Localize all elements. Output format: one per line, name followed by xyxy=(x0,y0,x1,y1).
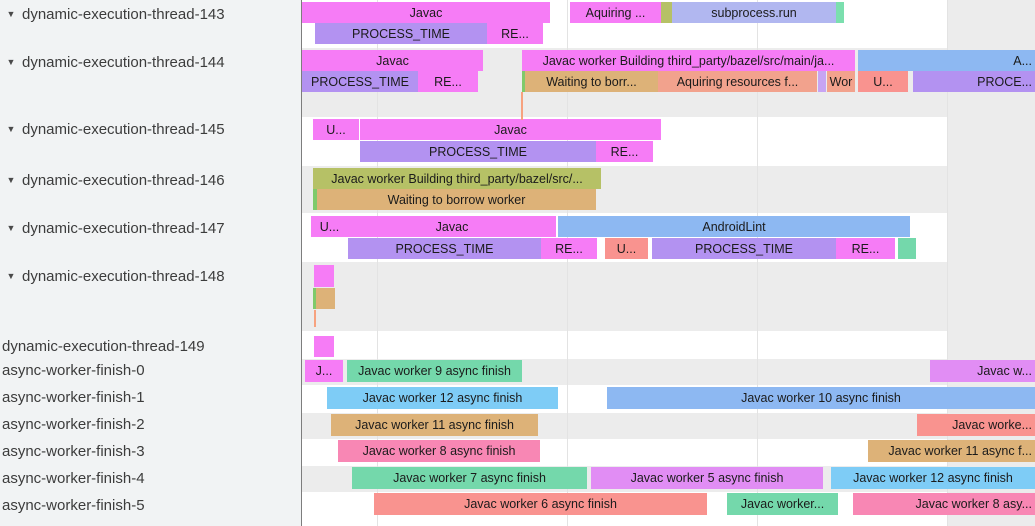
track-label: async-worker-finish-1 xyxy=(2,388,145,406)
slice-bar[interactable]: Javac xyxy=(360,119,661,140)
slice-bar[interactable]: Javac worker 12 async finish xyxy=(831,467,1035,489)
slice-bar-sliver[interactable] xyxy=(314,336,334,357)
track-row-dynamic-execution-thread-149[interactable]: dynamic-execution-thread-149 xyxy=(0,336,301,356)
track-label: dynamic-execution-thread-143 xyxy=(22,5,225,23)
slice-bar[interactable]: PROCESS_TIME xyxy=(652,238,836,259)
slice-bar[interactable]: PROCESS_TIME xyxy=(360,141,596,162)
slice-bar[interactable]: PROCESS_TIME xyxy=(302,71,418,92)
track-label: dynamic-execution-thread-144 xyxy=(22,53,225,71)
slice-bar[interactable]: Javac worker Building third_party/bazel/… xyxy=(522,50,855,71)
slice-bar[interactable]: Javac worker 8 async finish xyxy=(338,440,540,462)
slice-bar-sliver[interactable] xyxy=(661,2,672,23)
slice-bar[interactable]: Javac worke... xyxy=(917,414,1035,436)
slice-bar[interactable]: Waiting to borr... xyxy=(525,71,658,92)
gridline xyxy=(757,0,758,526)
slice-bar[interactable]: Javac worker 10 async finish xyxy=(607,387,1035,409)
collapse-arrow-icon: ▼ xyxy=(6,271,16,281)
track-label: dynamic-execution-thread-147 xyxy=(22,219,225,237)
slice-bar[interactable]: Javac w... xyxy=(930,360,1035,382)
slice-bar-sliver[interactable] xyxy=(818,71,826,92)
slice-bar-sliver[interactable] xyxy=(898,238,916,259)
collapse-arrow-icon: ▼ xyxy=(6,9,16,19)
slice-bar[interactable]: U... xyxy=(311,216,348,237)
track-label: async-worker-finish-0 xyxy=(2,361,145,379)
gridline xyxy=(567,0,568,526)
slice-bar[interactable]: Javac xyxy=(348,216,556,237)
slice-bar[interactable]: Aquiring resources f... xyxy=(658,71,817,92)
collapse-arrow-icon: ▼ xyxy=(6,223,16,233)
track-label: async-worker-finish-5 xyxy=(2,496,145,514)
slice-bar[interactable]: Javac worker 5 async finish xyxy=(591,467,823,489)
slice-bar[interactable]: A... xyxy=(858,50,1035,71)
instant-event-tick[interactable] xyxy=(521,92,523,120)
slice-bar[interactable]: U... xyxy=(313,119,359,140)
track-row-dynamic-execution-thread-146[interactable]: ▼ dynamic-execution-thread-146 xyxy=(0,170,301,190)
slice-bar[interactable]: Javac worker Building third_party/bazel/… xyxy=(313,168,601,189)
slice-bar[interactable]: Javac worker 11 async f... xyxy=(868,440,1035,462)
slice-bar[interactable]: Javac worker 12 async finish xyxy=(327,387,558,409)
track-row-dynamic-execution-thread-143[interactable]: ▼ dynamic-execution-thread-143 xyxy=(0,4,301,24)
slice-bar[interactable]: J... xyxy=(305,360,343,382)
slice-bar[interactable]: RE... xyxy=(836,238,895,259)
slice-bar-sliver[interactable] xyxy=(836,2,844,23)
slice-bar[interactable]: Wor xyxy=(827,71,855,92)
track-label: dynamic-execution-thread-146 xyxy=(22,171,225,189)
track-row-async-worker-finish-5[interactable]: async-worker-finish-5 xyxy=(0,495,301,515)
slice-bar[interactable]: RE... xyxy=(541,238,597,259)
slice-bar[interactable]: RE... xyxy=(418,71,478,92)
track-label: dynamic-execution-thread-149 xyxy=(2,337,205,355)
track-label: async-worker-finish-4 xyxy=(2,469,145,487)
track-row-async-worker-finish-0[interactable]: async-worker-finish-0 xyxy=(0,360,301,380)
slice-bar-sliver[interactable] xyxy=(314,265,334,287)
track-row-dynamic-execution-thread-145[interactable]: ▼ dynamic-execution-thread-145 xyxy=(0,119,301,139)
collapse-arrow-icon: ▼ xyxy=(6,57,16,67)
slice-bar[interactable]: AndroidLint xyxy=(558,216,910,237)
collapse-arrow-icon: ▼ xyxy=(6,175,16,185)
slice-bar[interactable]: Javac worker 9 async finish xyxy=(347,360,522,382)
slice-bar[interactable]: Javac worker 8 asy... xyxy=(853,493,1035,515)
instant-event-tick[interactable] xyxy=(314,310,316,327)
slice-bar[interactable]: U... xyxy=(605,238,648,259)
track-row-dynamic-execution-thread-148[interactable]: ▼ dynamic-execution-thread-148 xyxy=(0,266,301,286)
slice-bar-sliver[interactable] xyxy=(313,189,319,210)
track-row-async-worker-finish-2[interactable]: async-worker-finish-2 xyxy=(0,414,301,434)
slice-bar[interactable]: RE... xyxy=(596,141,653,162)
slice-bar[interactable]: subprocess.run xyxy=(672,2,836,23)
track-row-dynamic-execution-thread-147[interactable]: ▼ dynamic-execution-thread-147 xyxy=(0,218,301,238)
track-name-panel: ▼ dynamic-execution-thread-143 ▼ dynamic-ex… xyxy=(0,0,302,526)
gridline xyxy=(377,0,378,526)
slice-bar[interactable]: Waiting to borrow worker xyxy=(317,189,596,210)
slice-bar[interactable]: PROCESS_TIME xyxy=(348,238,541,259)
slice-bar[interactable]: Javac worker 11 async finish xyxy=(331,414,538,436)
track-label: dynamic-execution-thread-145 xyxy=(22,120,225,138)
slice-bar[interactable]: RE... xyxy=(487,23,543,44)
slice-bar[interactable]: PROCESS_TIME xyxy=(315,23,487,44)
slice-bar[interactable]: U... xyxy=(858,71,908,92)
track-row-async-worker-finish-4[interactable]: async-worker-finish-4 xyxy=(0,468,301,488)
slice-bar[interactable]: Aquiring ... xyxy=(570,2,661,23)
track-label: dynamic-execution-thread-148 xyxy=(22,267,225,285)
slice-bar[interactable]: Javac worker... xyxy=(727,493,838,515)
slice-bar[interactable]: Javac xyxy=(302,2,550,23)
slice-bar-sliver[interactable] xyxy=(316,288,335,309)
track-row-async-worker-finish-1[interactable]: async-worker-finish-1 xyxy=(0,387,301,407)
slice-bar[interactable]: PROCE... xyxy=(913,71,1035,92)
track-label: async-worker-finish-3 xyxy=(2,442,145,460)
slice-bar[interactable]: Javac worker 6 async finish xyxy=(374,493,707,515)
track-row-async-worker-finish-3[interactable]: async-worker-finish-3 xyxy=(0,441,301,461)
collapse-arrow-icon: ▼ xyxy=(6,124,16,134)
track-row-dynamic-execution-thread-144[interactable]: ▼ dynamic-execution-thread-144 xyxy=(0,52,301,72)
slice-bar[interactable]: Javac worker 7 async finish xyxy=(352,467,587,489)
gridline xyxy=(947,0,948,526)
zebra-band xyxy=(301,262,1035,331)
slice-bar[interactable]: Javac xyxy=(302,50,483,71)
track-label: async-worker-finish-2 xyxy=(2,415,145,433)
